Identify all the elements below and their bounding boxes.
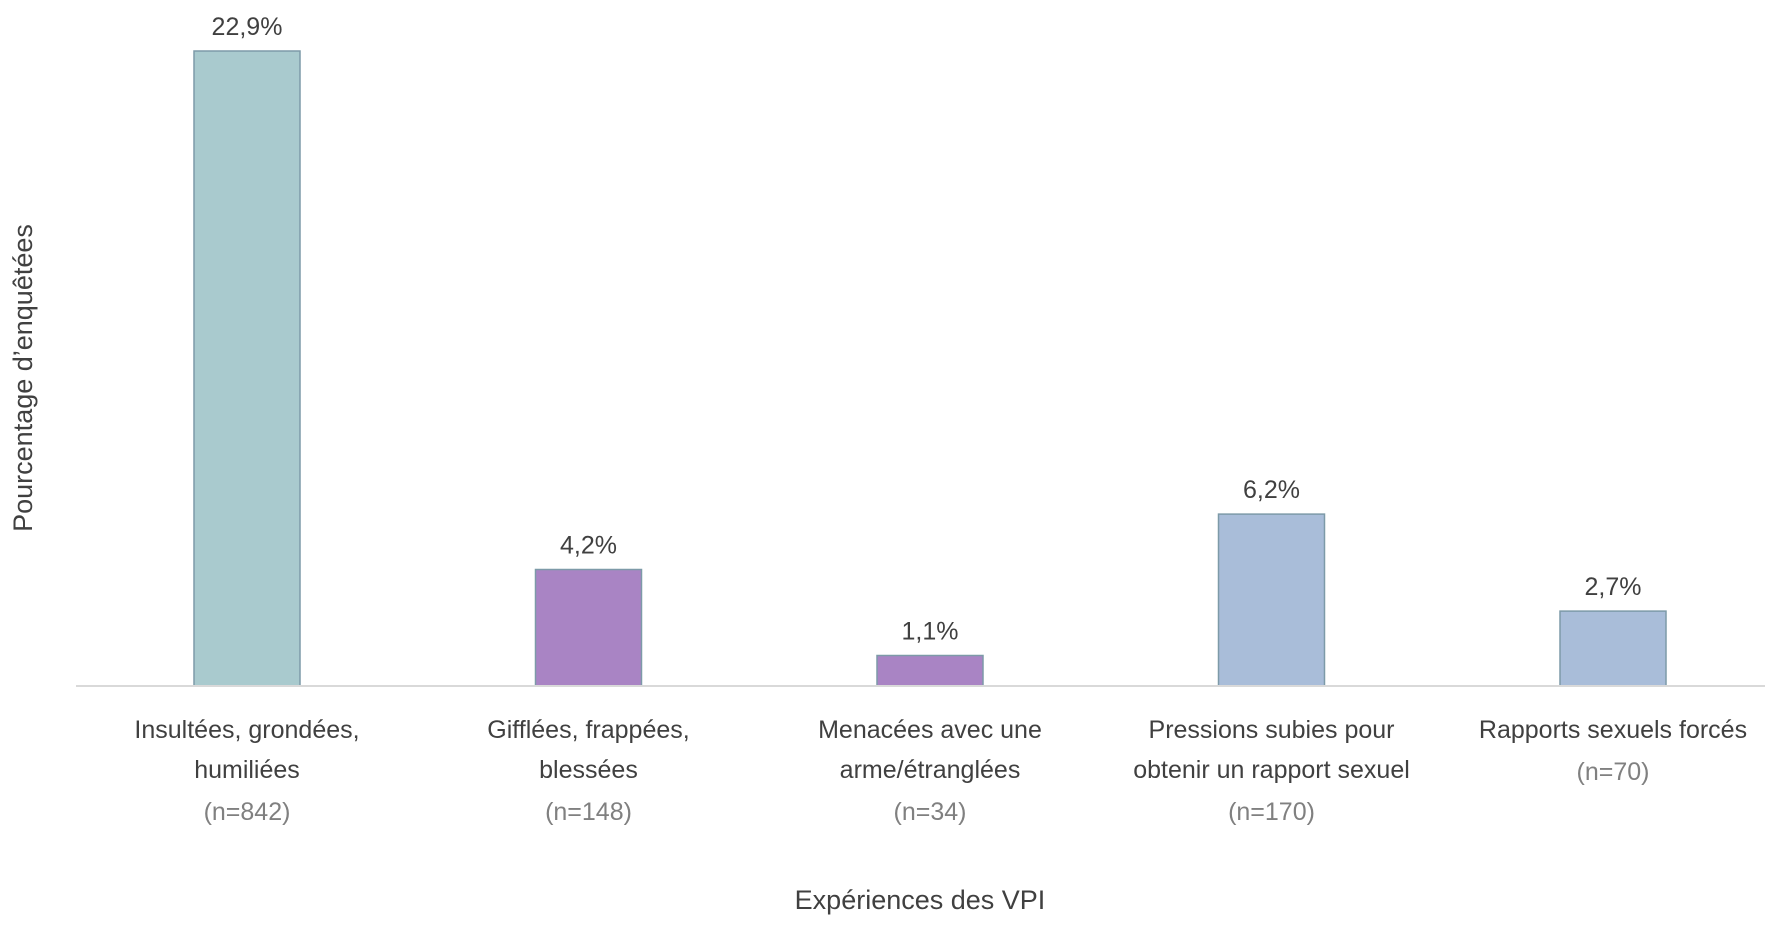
bar-1 [534, 568, 643, 687]
data-label-4: 2,7% [1585, 573, 1642, 601]
category-n-label-1: (n=148) [545, 798, 632, 826]
bar-0 [193, 50, 301, 687]
category-n-label-0: (n=842) [204, 798, 291, 826]
category-label-3-line-1: obtenir un rapport sexuel [1133, 756, 1410, 784]
category-n-label-2: (n=34) [894, 798, 967, 826]
x-axis-title: Expériences des VPI [795, 885, 1046, 915]
category-label-0-line-0: Insultées, grondées, [134, 716, 359, 744]
data-label-3: 6,2% [1243, 476, 1300, 504]
data-label-1: 4,2% [560, 532, 617, 560]
data-label-0: 22,9% [212, 13, 283, 41]
category-label-1-line-0: Gifflées, frappées, [487, 716, 689, 744]
category-n-label-4: (n=70) [1577, 758, 1650, 786]
bars-layer [193, 50, 1667, 687]
bar-4 [1559, 610, 1667, 687]
category-label-4-line-0: Rapports sexuels forcés [1479, 716, 1747, 744]
y-axis-title: Pourcentage d’enquêtées [8, 224, 38, 532]
category-label-0-line-1: humiliées [194, 756, 300, 784]
data-label-2: 1,1% [902, 618, 959, 646]
category-label-2-line-0: Menacées avec une [818, 716, 1042, 744]
category-label-1-line-1: blessées [539, 756, 638, 784]
bar-3 [1217, 513, 1326, 687]
labels-layer: 22,9% Insultées, grondées, humiliées (n=842… [134, 13, 1747, 826]
bar-2 [876, 654, 984, 687]
category-label-2-line-1: arme/étranglées [840, 756, 1021, 784]
category-label-3-line-0: Pressions subies pour [1149, 716, 1395, 744]
category-n-label-3: (n=170) [1228, 798, 1315, 826]
